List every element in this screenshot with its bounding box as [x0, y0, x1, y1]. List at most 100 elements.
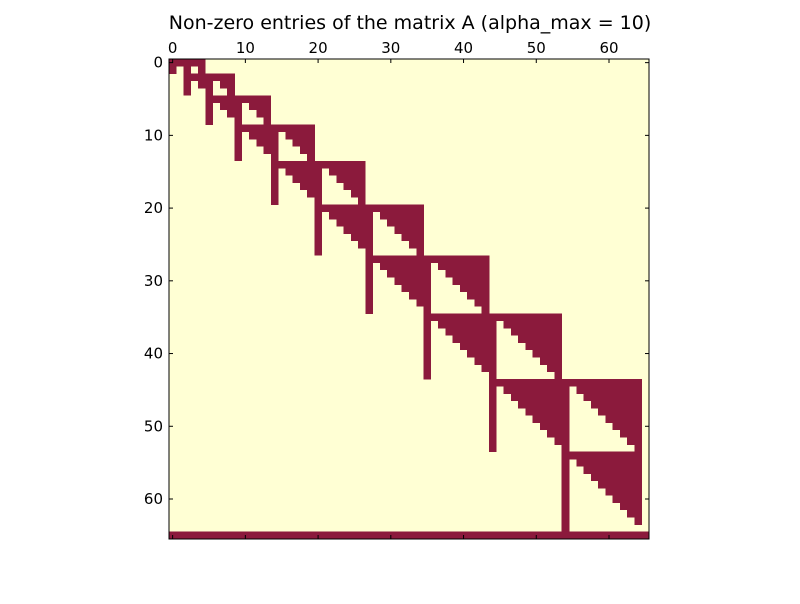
- nonzero-run: [445, 269, 490, 278]
- nonzero-run: [292, 175, 323, 183]
- nonzero-run: [270, 160, 366, 169]
- nonzero-run: [561, 509, 570, 518]
- nonzero-run: [401, 233, 424, 242]
- nonzero-run: [234, 117, 243, 125]
- nonzero-run: [205, 102, 213, 111]
- x-tick-label: 0: [168, 39, 178, 57]
- nonzero-run: [299, 146, 315, 154]
- nonzero-run: [590, 400, 643, 409]
- nonzero-run: [590, 473, 643, 482]
- plot-frame: [168, 58, 650, 540]
- nonzero-run: [561, 517, 570, 525]
- y-tick-label: 0: [153, 54, 163, 72]
- nonzero-run: [234, 139, 243, 147]
- nonzero-run: [183, 80, 192, 89]
- nonzero-run: [561, 480, 570, 489]
- nonzero-run: [234, 131, 243, 140]
- nonzero-run: [554, 437, 570, 445]
- nonzero-run: [307, 189, 323, 198]
- nonzero-run: [459, 342, 497, 351]
- nonzero-run: [561, 451, 643, 460]
- nonzero-run: [539, 422, 570, 431]
- nonzero-run: [292, 139, 315, 147]
- nonzero-run: [539, 357, 563, 365]
- nonzero-run: [198, 80, 213, 89]
- nonzero-run: [394, 226, 424, 234]
- nonzero-run: [256, 109, 272, 118]
- nonzero-run: [365, 284, 373, 293]
- nonzero-run: [452, 277, 490, 285]
- nonzero-run: [503, 386, 570, 394]
- nonzero-run: [365, 277, 373, 285]
- nonzero-run: [489, 444, 497, 453]
- nonzero-run: [627, 509, 643, 518]
- nonzero-run: [561, 524, 570, 533]
- nonzero-run: [307, 153, 315, 162]
- nonzero-run: [489, 393, 497, 402]
- nonzero-run: [234, 146, 243, 154]
- x-tick-label: 40: [454, 39, 473, 57]
- nonzero-run: [423, 349, 432, 358]
- x-tick-label: 20: [309, 39, 328, 57]
- nonzero-run: [336, 219, 373, 227]
- nonzero-run: [481, 364, 497, 373]
- nonzero-run: [227, 88, 235, 96]
- nonzero-run: [423, 328, 432, 336]
- nonzero-run: [314, 233, 323, 242]
- nonzero-run: [467, 291, 490, 300]
- nonzero-run: [285, 131, 315, 140]
- plot-area: [168, 58, 650, 540]
- y-tick-label: 50: [144, 417, 163, 435]
- nonzero-run: [423, 371, 432, 380]
- nonzero-run: [489, 429, 497, 438]
- nonzero-run: [387, 269, 432, 278]
- nonzero-run: [489, 422, 497, 431]
- nonzero-run: [270, 153, 279, 162]
- nonzero-run: [525, 342, 563, 351]
- nonzero-run: [605, 415, 643, 423]
- nonzero-run: [379, 211, 424, 220]
- nonzero-run: [438, 320, 497, 329]
- nonzero-run: [561, 488, 570, 496]
- nonzero-run: [583, 393, 643, 402]
- nonzero-run: [183, 88, 192, 96]
- y-axis: 0 10 20 30 40 50 60: [144, 54, 649, 508]
- nonzero-run: [285, 168, 323, 176]
- nonzero-run: [358, 197, 366, 205]
- nonzero-run: [423, 357, 432, 365]
- nonzero-run: [365, 299, 373, 307]
- nonzero-run: [489, 437, 497, 445]
- nonzero-run: [510, 328, 563, 336]
- nonzero-run: [183, 73, 235, 82]
- nonzero-run: [634, 517, 643, 525]
- nonzero-run: [336, 175, 366, 183]
- nonzero-run: [532, 349, 563, 358]
- nonzero-run: [249, 102, 272, 111]
- nonzero-run: [365, 262, 373, 271]
- nonzero-run: [198, 66, 206, 74]
- nonzero-run: [234, 124, 315, 133]
- y-tick-label: 60: [144, 490, 163, 508]
- nonzero-run: [561, 459, 570, 467]
- nonzero-run: [423, 364, 432, 373]
- nonzero-run: [350, 189, 366, 198]
- nonzero-run: [358, 240, 373, 249]
- nonzero-run: [263, 117, 272, 125]
- nonzero-run: [503, 320, 563, 329]
- nonzero-run: [263, 146, 279, 154]
- nonzero-run: [219, 80, 235, 89]
- nonzero-run: [329, 211, 373, 220]
- chart-title: Non-zero entries of the matrix A (alpha_…: [169, 12, 652, 34]
- nonzero-run: [561, 473, 570, 482]
- nonzero-run: [394, 277, 432, 285]
- nonzero-run: [205, 117, 213, 125]
- y-tick-label: 20: [144, 199, 163, 217]
- nonzero-run: [489, 400, 497, 409]
- nonzero-run: [612, 422, 643, 431]
- nonzero-run: [219, 102, 243, 111]
- nonzero-run: [423, 335, 432, 343]
- x-tick-label: 30: [381, 39, 400, 57]
- nonzero-run: [576, 386, 643, 394]
- nonzero-run: [489, 386, 497, 394]
